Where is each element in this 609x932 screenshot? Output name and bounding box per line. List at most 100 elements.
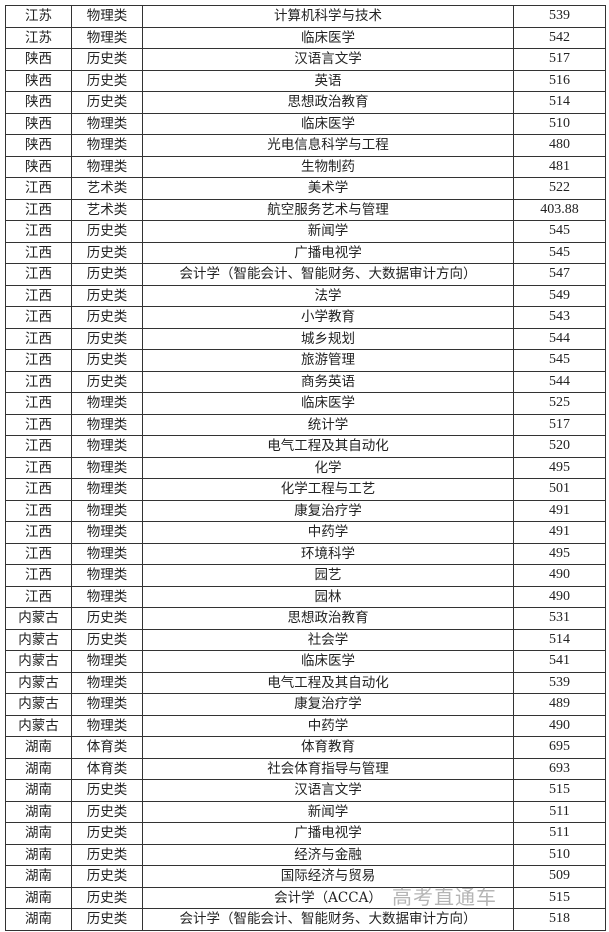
score-cell: 531 — [513, 607, 606, 630]
major-cell: 康复治疗学 — [142, 693, 514, 716]
table-row: 湖南 历史类 新闻学 511 — [5, 800, 606, 823]
score-cell: 480 — [513, 134, 606, 157]
score-cell: 495 — [513, 456, 606, 479]
province-cell: 江西 — [5, 284, 72, 307]
major-cell: 环境科学 — [142, 542, 514, 565]
major-cell: 英语 — [142, 69, 514, 92]
score-cell: 520 — [513, 435, 606, 458]
major-cell: 电气工程及其自动化 — [142, 435, 514, 458]
major-cell: 国际经济与贸易 — [142, 865, 514, 888]
category-cell: 物理类 — [71, 478, 143, 501]
category-cell: 历史类 — [71, 263, 143, 286]
major-cell: 思想政治教育 — [142, 607, 514, 630]
province-cell: 江西 — [5, 521, 72, 544]
table-row: 内蒙古 物理类 临床医学 541 — [5, 650, 606, 673]
table-row: 江西 历史类 商务英语 544 — [5, 370, 606, 393]
province-cell: 江西 — [5, 435, 72, 458]
major-cell: 电气工程及其自动化 — [142, 671, 514, 694]
table-row: 湖南 历史类 广播电视学 511 — [5, 822, 606, 845]
major-cell: 小学教育 — [142, 306, 514, 329]
score-cell: 545 — [513, 220, 606, 243]
score-cell: 695 — [513, 736, 606, 759]
category-cell: 物理类 — [71, 134, 143, 157]
score-cell: 547 — [513, 263, 606, 286]
province-cell: 江西 — [5, 220, 72, 243]
major-cell: 中药学 — [142, 714, 514, 737]
score-cell: 515 — [513, 779, 606, 802]
table-row: 江西 物理类 中药学 491 — [5, 521, 606, 544]
table-row: 内蒙古 物理类 中药学 490 — [5, 714, 606, 737]
category-cell: 历史类 — [71, 306, 143, 329]
score-cell: 491 — [513, 499, 606, 522]
province-cell: 江西 — [5, 349, 72, 372]
category-cell: 历史类 — [71, 241, 143, 264]
major-cell: 中药学 — [142, 521, 514, 544]
table-body: 江苏 物理类 计算机科学与技术 539 江苏 物理类 临床医学 542 陕西 历史类 汉语言文学 51… — [5, 5, 606, 931]
major-cell: 临床医学 — [142, 650, 514, 673]
major-cell: 会计学（智能会计、智能财务、大数据审计方向） — [142, 908, 514, 931]
major-cell: 临床医学 — [142, 392, 514, 415]
category-cell: 物理类 — [71, 542, 143, 565]
table-row: 陕西 历史类 思想政治教育 514 — [5, 91, 606, 114]
table-row: 江西 物理类 化学 495 — [5, 456, 606, 479]
major-cell: 美术学 — [142, 177, 514, 200]
major-cell: 新闻学 — [142, 800, 514, 823]
score-cell: 403.88 — [513, 198, 606, 221]
table-row: 内蒙古 物理类 康复治疗学 489 — [5, 693, 606, 716]
province-cell: 陕西 — [5, 69, 72, 92]
table-row: 湖南 历史类 会计学（ACCA） 515 — [5, 886, 606, 909]
table-row: 江苏 物理类 计算机科学与技术 539 — [5, 5, 606, 28]
major-cell: 经济与金融 — [142, 843, 514, 866]
province-cell: 内蒙古 — [5, 628, 72, 651]
major-cell: 生物制药 — [142, 155, 514, 178]
province-cell: 湖南 — [5, 822, 72, 845]
table-row: 内蒙古 物理类 电气工程及其自动化 539 — [5, 671, 606, 694]
score-cell: 549 — [513, 284, 606, 307]
table-row: 内蒙古 历史类 社会学 514 — [5, 628, 606, 651]
category-cell: 历史类 — [71, 628, 143, 651]
score-cell: 490 — [513, 564, 606, 587]
category-cell: 历史类 — [71, 822, 143, 845]
table-row: 江西 物理类 化学工程与工艺 501 — [5, 478, 606, 501]
province-cell: 江西 — [5, 392, 72, 415]
category-cell: 物理类 — [71, 499, 143, 522]
table-row: 湖南 体育类 体育教育 695 — [5, 736, 606, 759]
score-cell: 525 — [513, 392, 606, 415]
major-cell: 临床医学 — [142, 26, 514, 49]
category-cell: 艺术类 — [71, 177, 143, 200]
score-cell: 543 — [513, 306, 606, 329]
category-cell: 体育类 — [71, 736, 143, 759]
score-cell: 541 — [513, 650, 606, 673]
province-cell: 陕西 — [5, 112, 72, 135]
category-cell: 物理类 — [71, 585, 143, 608]
province-cell: 江西 — [5, 263, 72, 286]
category-cell: 物理类 — [71, 693, 143, 716]
province-cell: 湖南 — [5, 865, 72, 888]
category-cell: 历史类 — [71, 327, 143, 350]
table-row: 陕西 物理类 生物制药 481 — [5, 155, 606, 178]
category-cell: 历史类 — [71, 91, 143, 114]
score-cell: 517 — [513, 413, 606, 436]
score-cell: 490 — [513, 585, 606, 608]
province-cell: 江苏 — [5, 26, 72, 49]
province-cell: 江西 — [5, 241, 72, 264]
province-cell: 内蒙古 — [5, 693, 72, 716]
province-cell: 内蒙古 — [5, 714, 72, 737]
score-cell: 510 — [513, 112, 606, 135]
category-cell: 物理类 — [71, 155, 143, 178]
table-row: 江西 历史类 城乡规划 544 — [5, 327, 606, 350]
table-row: 陕西 物理类 光电信息科学与工程 480 — [5, 134, 606, 157]
score-cell: 545 — [513, 241, 606, 264]
category-cell: 历史类 — [71, 886, 143, 909]
province-cell: 江西 — [5, 542, 72, 565]
major-cell: 临床医学 — [142, 112, 514, 135]
category-cell: 艺术类 — [71, 198, 143, 221]
category-cell: 历史类 — [71, 349, 143, 372]
province-cell: 陕西 — [5, 48, 72, 71]
province-cell: 江西 — [5, 306, 72, 329]
score-cell: 510 — [513, 843, 606, 866]
province-cell: 内蒙古 — [5, 671, 72, 694]
province-cell: 江西 — [5, 370, 72, 393]
major-cell: 化学 — [142, 456, 514, 479]
score-cell: 522 — [513, 177, 606, 200]
